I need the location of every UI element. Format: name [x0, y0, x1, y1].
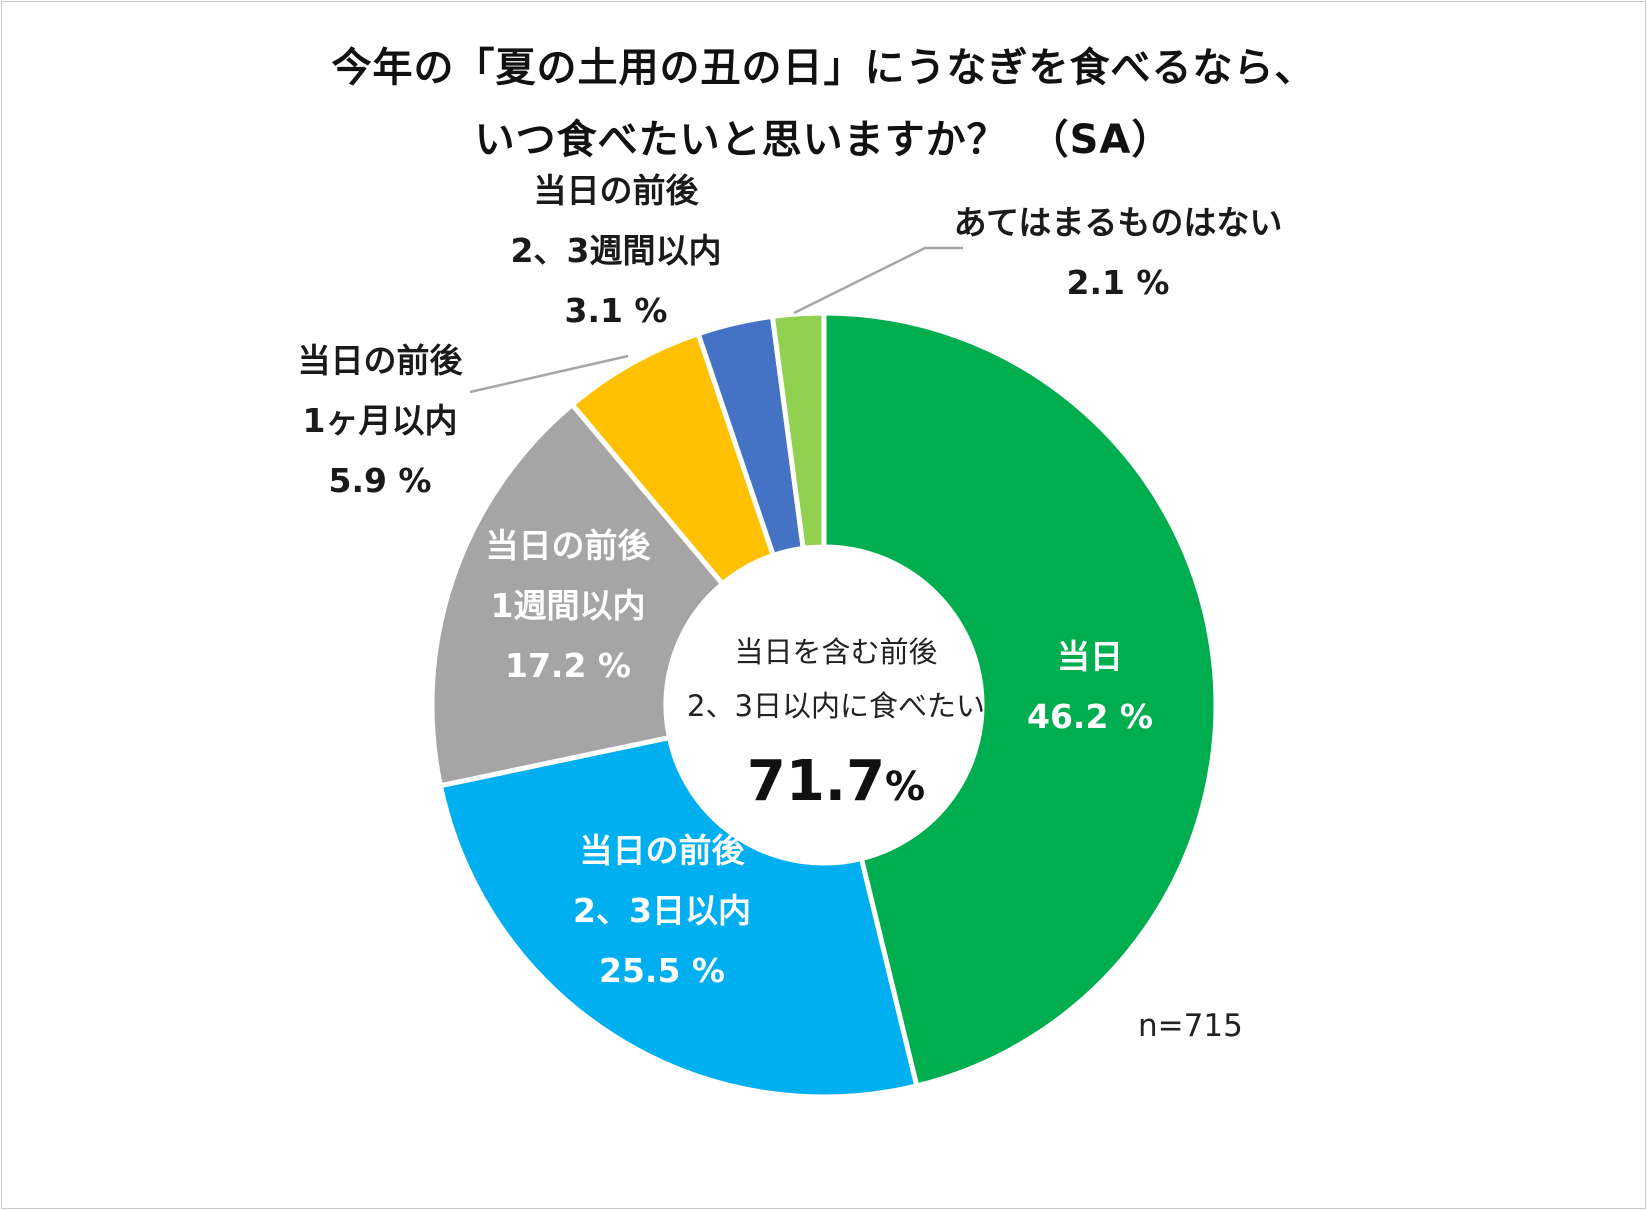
chart-title: 今年の「夏の土用の丑の日」にうなぎを食べるなら、 いつ食べたいと思いますか？ （…	[0, 32, 1647, 176]
center-value-unit: %	[885, 764, 925, 810]
slice-labels: 当日 46.2 % 当日の前後 2、3日以内 25.5 % 当日の前後 1週間以内 17.2 …	[298, 171, 1283, 990]
slice-label-line-2-0: 当日の前後	[486, 526, 652, 565]
donut-slice-1	[437, 735, 920, 1100]
leader-line-3	[469, 354, 629, 394]
slice-value-4: 3.1 %	[564, 291, 667, 330]
slice-label-5: あてはまるものはない 2.1 %	[954, 203, 1283, 302]
center-line-2: 2、3日以内に食べたい	[687, 689, 985, 723]
donut-slice-5	[769, 310, 827, 551]
slice-label-2: 当日の前後 1週間以内 17.2 %	[486, 526, 652, 685]
donut-slices	[429, 310, 1219, 1100]
slice-value-1: 25.5 %	[599, 951, 725, 990]
slice-label-line-4-1: 2、3週間以内	[511, 231, 722, 270]
title-line-1: 今年の「夏の土用の丑の日」にうなぎを食べるなら、	[331, 45, 1316, 91]
slice-value-2: 17.2 %	[505, 646, 631, 685]
slice-label-line-3-0: 当日の前後	[298, 341, 464, 380]
slice-label-line-1-0: 当日の前後	[580, 831, 746, 870]
slice-label-line-1-1: 2、3日以内	[573, 891, 751, 930]
donut-slice-0	[821, 310, 1219, 1089]
slice-label-1: 当日の前後 2、3日以内 25.5 %	[573, 831, 751, 990]
leader-line-5	[793, 246, 963, 315]
slice-label-4: 当日の前後 2、3週間以内 3.1 %	[511, 171, 722, 330]
slice-label-line-0-0: 当日	[1057, 637, 1123, 676]
slice-label-0: 当日 46.2 %	[1027, 637, 1153, 736]
slice-label-line-2-1: 1週間以内	[491, 586, 646, 625]
center-line-1: 当日を含む前後	[734, 635, 937, 669]
slice-label-line-3-1: 1ヶ月以内	[303, 401, 458, 440]
slice-label-3: 当日の前後 1ヶ月以内 5.9 %	[298, 341, 464, 500]
donut-center: 当日を含む前後 2、3日以内に食べたい 71.7%	[687, 635, 985, 814]
title-line-2: いつ食べたいと思いますか？ （SA）	[474, 117, 1173, 163]
leader-lines	[469, 246, 963, 394]
slice-value-3: 5.9 %	[328, 461, 431, 500]
slice-value-5: 2.1 %	[1066, 263, 1169, 302]
slice-value-0: 46.2 %	[1027, 697, 1153, 736]
slice-label-line-4-0: 当日の前後	[534, 171, 700, 210]
center-value-number: 71.7	[747, 749, 885, 814]
sample-size-label: n=715	[1138, 1008, 1243, 1044]
slice-label-line-5-0: あてはまるものはない	[954, 203, 1283, 242]
center-value: 71.7%	[747, 749, 925, 814]
